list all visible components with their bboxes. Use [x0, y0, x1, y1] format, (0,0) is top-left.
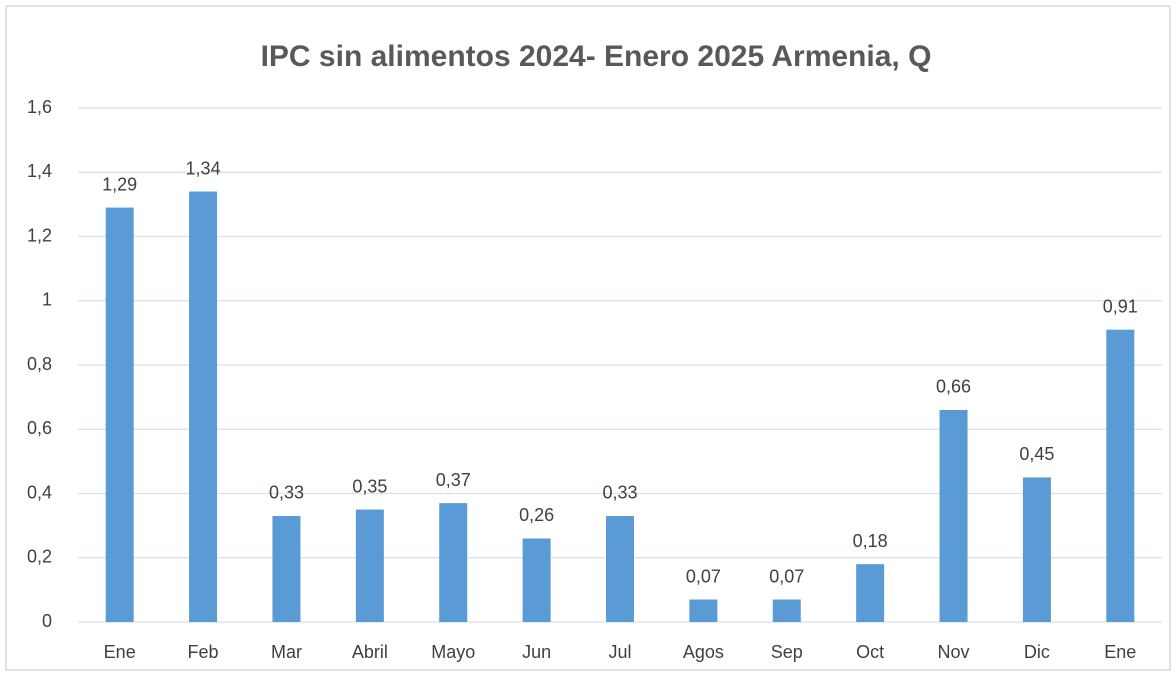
value-label: 0,07: [686, 566, 721, 586]
value-label: 0,45: [1019, 444, 1054, 464]
y-tick-label: 0,8: [27, 354, 52, 374]
x-tick-label: Sep: [771, 642, 803, 662]
value-label: 0,91: [1103, 296, 1138, 316]
bar: [772, 599, 801, 622]
x-tick-label: Feb: [188, 642, 219, 662]
y-tick-label: 0: [42, 611, 52, 631]
x-tick-label: Nov: [938, 642, 970, 662]
value-label: 0,18: [853, 531, 888, 551]
value-label: 0,33: [602, 483, 637, 503]
y-tick-label: 1: [42, 290, 52, 310]
bar: [355, 509, 384, 622]
y-tick-label: 0,6: [27, 418, 52, 438]
x-tick-label: Jun: [522, 642, 551, 662]
value-label: 1,34: [186, 158, 221, 178]
bar: [856, 564, 885, 622]
x-tick-label: Ene: [104, 642, 136, 662]
y-tick-label: 1,2: [27, 225, 52, 245]
bar: [689, 599, 718, 622]
x-tick-label: Oct: [856, 642, 884, 662]
bar: [1106, 329, 1135, 622]
bar: [606, 515, 634, 622]
y-tick-label: 0,4: [27, 482, 52, 502]
x-tick-label: Dic: [1024, 642, 1050, 662]
bar: [939, 409, 968, 622]
bar: [439, 503, 468, 622]
bar: [189, 191, 218, 622]
chart-title: IPC sin alimentos 2024- Enero 2025 Armen…: [261, 40, 932, 73]
value-label: 0,33: [269, 483, 304, 503]
chart-border: [5, 5, 1171, 671]
x-tick-label: Abril: [352, 642, 388, 662]
x-tick-label: Mayo: [431, 642, 475, 662]
bar: [522, 538, 551, 622]
bar: [272, 515, 301, 622]
value-label: 0,35: [352, 476, 387, 496]
value-label: 0,26: [519, 505, 554, 525]
x-tick-label: Agos: [683, 642, 724, 662]
y-tick-label: 1,6: [27, 97, 52, 117]
value-label: 0,07: [769, 566, 804, 586]
value-label: 0,66: [936, 377, 971, 397]
value-label: 1,29: [102, 174, 137, 194]
y-tick-label: 0,2: [27, 547, 52, 567]
x-tick-label: Jul: [608, 642, 631, 662]
x-tick-label: Ene: [1104, 642, 1136, 662]
value-label: 0,37: [436, 470, 471, 490]
x-tick-label: Mar: [271, 642, 302, 662]
bar: [105, 207, 134, 622]
bar: [1022, 477, 1051, 622]
y-tick-label: 1,4: [27, 161, 52, 181]
